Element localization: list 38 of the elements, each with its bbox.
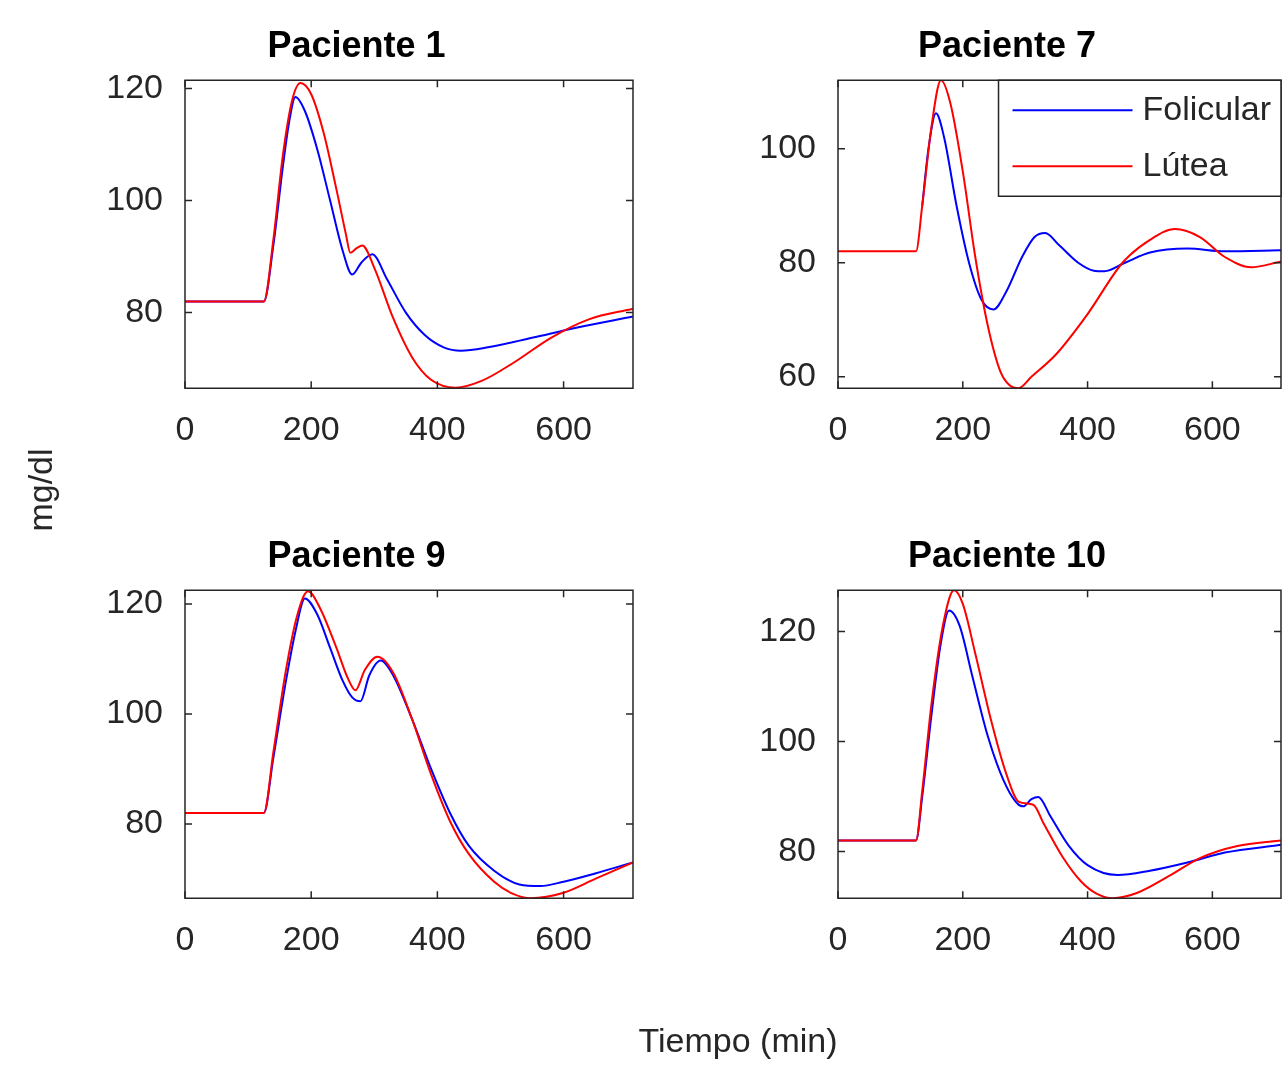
x-tick-label: 400 xyxy=(409,408,466,447)
x-tick-label: 200 xyxy=(282,408,340,447)
y-axis-title: mg/dl xyxy=(20,448,60,532)
x-tick-label: 0 xyxy=(175,918,195,957)
y-tick-label: 80 xyxy=(778,241,816,280)
y-tick-label: 80 xyxy=(125,290,163,329)
y-tick-label: 100 xyxy=(106,178,163,217)
y-tick-label: 80 xyxy=(125,802,163,841)
x-tick-label: 400 xyxy=(1059,408,1116,447)
chart-title: Paciente 10 xyxy=(907,533,1107,575)
legend-label: Lútea xyxy=(1142,144,1228,183)
x-tick-label: 400 xyxy=(1059,918,1116,957)
chart-title: Paciente 7 xyxy=(917,23,1097,65)
chart-title: Paciente 1 xyxy=(267,23,446,65)
y-tick-label: 80 xyxy=(778,829,816,868)
y-tick-label: 60 xyxy=(778,355,816,394)
x-tick-label: 0 xyxy=(175,408,195,447)
y-tick-label: 100 xyxy=(759,127,816,166)
x-axis-title: Tiempo (min) xyxy=(638,1020,838,1060)
line-series xyxy=(185,82,633,389)
y-tick-label: 100 xyxy=(759,719,816,758)
x-tick-label: 0 xyxy=(828,918,848,957)
x-tick-label: 400 xyxy=(409,918,466,957)
chart-title: Paciente 9 xyxy=(267,533,446,575)
x-tick-label: 200 xyxy=(282,918,340,957)
y-tick-label: 120 xyxy=(106,582,163,621)
x-tick-label: 600 xyxy=(1184,918,1241,957)
x-tick-label: 600 xyxy=(535,918,592,957)
x-tick-label: 600 xyxy=(535,408,592,447)
x-tick-label: 0 xyxy=(828,408,848,447)
x-tick-label: 200 xyxy=(934,408,992,447)
y-tick-label: 120 xyxy=(106,66,163,105)
line-series xyxy=(838,80,1281,389)
x-tick-label: 600 xyxy=(1184,408,1241,447)
y-tick-label: 120 xyxy=(759,609,816,648)
x-tick-label: 200 xyxy=(934,918,992,957)
legend-label: Folicular xyxy=(1142,88,1271,127)
y-tick-label: 100 xyxy=(106,692,163,731)
